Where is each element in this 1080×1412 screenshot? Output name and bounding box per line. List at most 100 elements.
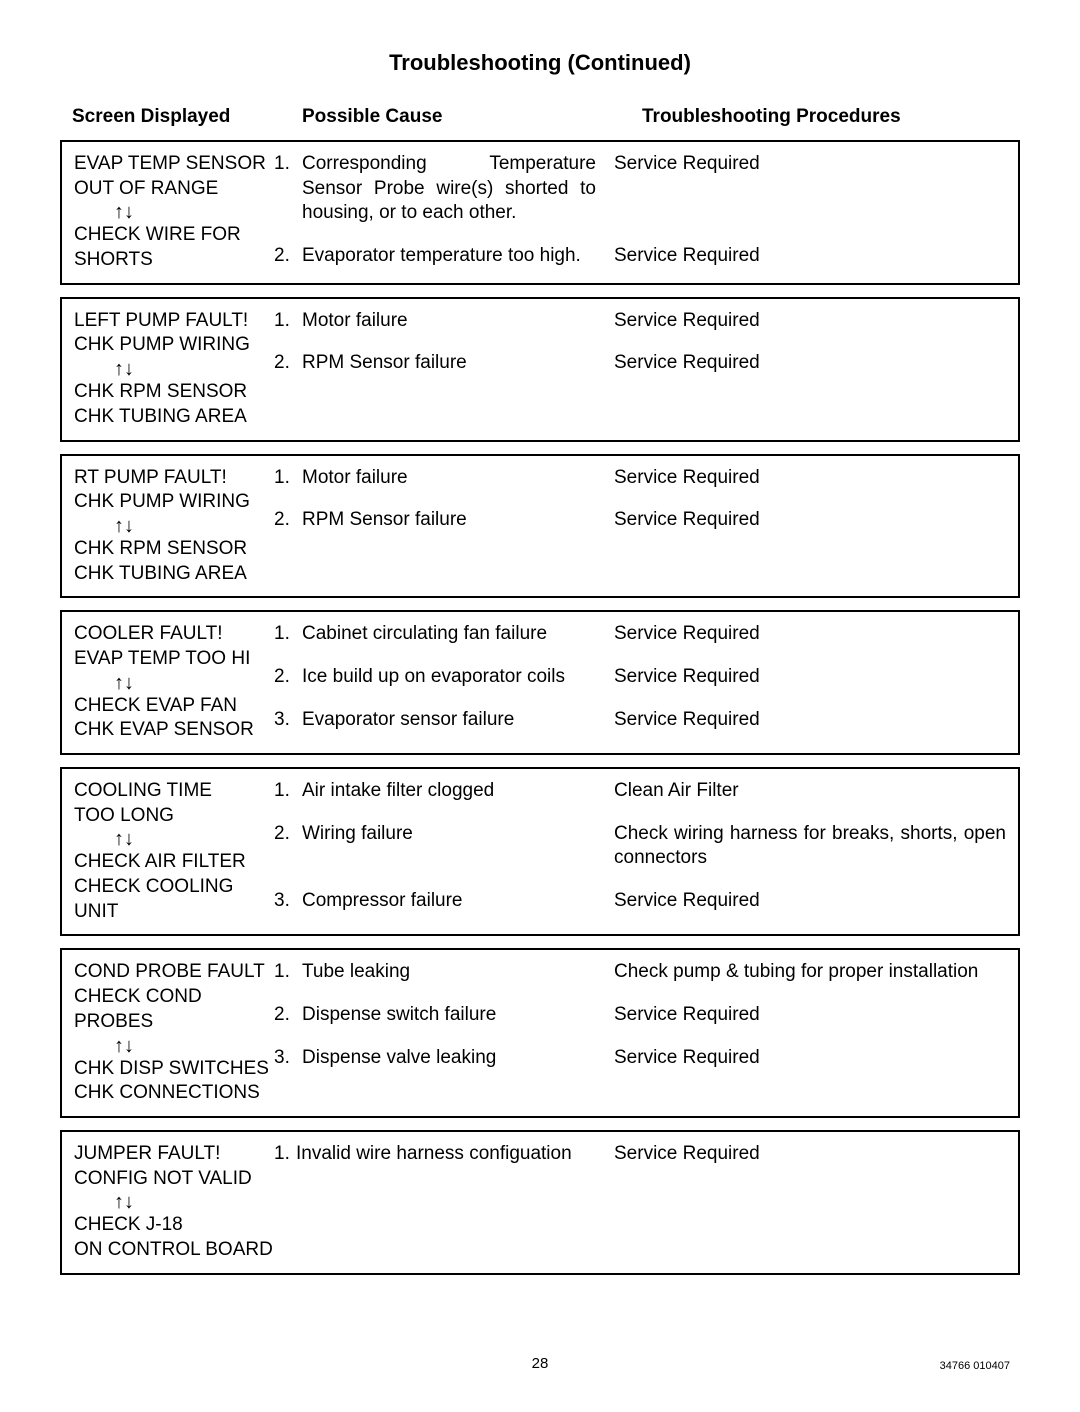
- cause-number: 2.: [274, 244, 302, 269]
- screen-line: CHECK AIR FILTER: [74, 850, 274, 875]
- procedure-text: Service Required: [614, 309, 1006, 334]
- table-row: 1.Cabinet circulating fan failureService…: [274, 622, 1006, 647]
- cause-text: Motor failure: [302, 309, 614, 334]
- procedure-text: Check pump & tubing for proper installat…: [614, 960, 1006, 985]
- up-down-arrows-icon: ↑↓: [74, 1035, 274, 1057]
- rows-column: 1.Motor failureService Required2.RPM Sen…: [274, 309, 1006, 430]
- possible-cause: 3.Compressor failure: [274, 889, 614, 914]
- screen-line: CHECK J-18: [74, 1213, 274, 1238]
- table-row: 1.Invalid wire harness configuationServi…: [274, 1142, 1006, 1167]
- rows-column: 1.Cabinet circulating fan failureService…: [274, 622, 1006, 743]
- blocks-container: EVAP TEMP SENSOROUT OF RANGE↑↓CHECK WIRE…: [60, 140, 1020, 1275]
- up-down-arrows-icon: ↑↓: [74, 358, 274, 380]
- cause-text: Ice build up on evaporator coils: [302, 665, 614, 690]
- troubleshooting-block: COOLER FAULT!EVAP TEMP TOO HI↑↓CHECK EVA…: [60, 610, 1020, 755]
- header-screen: Screen Displayed: [72, 106, 302, 128]
- screen-display: LEFT PUMP FAULT!CHK PUMP WIRING↑↓CHK RPM…: [74, 309, 274, 430]
- cause-number: 3.: [274, 708, 302, 733]
- screen-line: RT PUMP FAULT!: [74, 466, 274, 491]
- header-cause: Possible Cause: [302, 106, 642, 128]
- cause-text: Evaporator temperature too high.: [302, 244, 614, 269]
- table-row: 2.Evaporator temperature too high.Servic…: [274, 244, 1006, 269]
- screen-line: CHECK COND PROBES: [74, 985, 274, 1034]
- possible-cause: 1.Motor failure: [274, 309, 614, 334]
- table-row: 3.Dispense valve leakingService Required: [274, 1046, 1006, 1071]
- page-number: 28: [150, 1355, 930, 1372]
- screen-display: COND PROBE FAULTCHECK COND PROBES↑↓CHK D…: [74, 960, 274, 1105]
- header-proc: Troubleshooting Procedures: [642, 106, 1008, 128]
- cause-number: 2.: [274, 822, 302, 847]
- rows-column: 1.Invalid wire harness configuationServi…: [274, 1142, 1006, 1263]
- screen-line: COOLING TIME: [74, 779, 274, 804]
- troubleshooting-block: EVAP TEMP SENSOROUT OF RANGE↑↓CHECK WIRE…: [60, 140, 1020, 285]
- possible-cause: 1.Air intake filter clogged: [274, 779, 614, 804]
- cause-number: 1.: [274, 622, 302, 647]
- cause-text: Corresponding Temperature Sensor Probe w…: [302, 152, 614, 226]
- page-footer: 28 34766 010407: [60, 1355, 1020, 1372]
- possible-cause: 2.RPM Sensor failure: [274, 351, 614, 376]
- screen-display: COOLER FAULT!EVAP TEMP TOO HI↑↓CHECK EVA…: [74, 622, 274, 743]
- table-row: 2.RPM Sensor failureService Required: [274, 508, 1006, 533]
- table-row: 1.Motor failureService Required: [274, 309, 1006, 334]
- cause-text: RPM Sensor failure: [302, 351, 614, 376]
- screen-line: COOLER FAULT!: [74, 622, 274, 647]
- doc-id: 34766 010407: [930, 1360, 1010, 1372]
- up-down-arrows-icon: ↑↓: [74, 201, 274, 223]
- possible-cause: 1.Invalid wire harness configuation: [274, 1142, 614, 1167]
- rows-column: 1.Motor failureService Required2.RPM Sen…: [274, 466, 1006, 587]
- cause-number: 1.: [274, 960, 302, 985]
- cause-number: 2.: [274, 351, 302, 376]
- screen-line: TOO LONG: [74, 804, 274, 829]
- procedure-text: Service Required: [614, 508, 1006, 533]
- cause-number: 1.: [274, 466, 302, 491]
- page-title: Troubleshooting (Continued): [60, 50, 1020, 76]
- procedure-text: Service Required: [614, 351, 1006, 376]
- possible-cause: 1.Tube leaking: [274, 960, 614, 985]
- possible-cause: 1.Cabinet circulating fan failure: [274, 622, 614, 647]
- screen-line: CHECK WIRE FOR: [74, 223, 274, 248]
- screen-line: CHK CONNECTIONS: [74, 1081, 274, 1106]
- screen-line: ON CONTROL BOARD: [74, 1238, 274, 1263]
- column-headers: Screen Displayed Possible Cause Troubles…: [60, 106, 1020, 140]
- screen-line: CHK EVAP SENSOR: [74, 718, 274, 743]
- procedure-text: Service Required: [614, 665, 1006, 690]
- cause-number: 1.: [274, 309, 302, 334]
- cause-number: 1.: [274, 152, 302, 226]
- cause-number: 2.: [274, 665, 302, 690]
- cause-text: Wiring failure: [302, 822, 614, 847]
- rows-column: 1.Corresponding Temperature Sensor Probe…: [274, 152, 1006, 273]
- screen-line: CONFIG NOT VALID: [74, 1167, 274, 1192]
- procedure-text: Check wiring harness for breaks, shorts,…: [614, 822, 1006, 871]
- screen-line: SHORTS: [74, 248, 274, 273]
- possible-cause: 1.Motor failure: [274, 466, 614, 491]
- table-row: 2.Ice build up on evaporator coilsServic…: [274, 665, 1006, 690]
- up-down-arrows-icon: ↑↓: [74, 828, 274, 850]
- screen-line: CHECK EVAP FAN: [74, 694, 274, 719]
- possible-cause: 2.Ice build up on evaporator coils: [274, 665, 614, 690]
- cause-number: 2.: [274, 508, 302, 533]
- possible-cause: 3.Evaporator sensor failure: [274, 708, 614, 733]
- cause-text: Air intake filter clogged: [302, 779, 614, 804]
- screen-line: CHK TUBING AREA: [74, 405, 274, 430]
- up-down-arrows-icon: ↑↓: [74, 672, 274, 694]
- cause-number: 1.: [274, 1142, 296, 1167]
- possible-cause: 2.Evaporator temperature too high.: [274, 244, 614, 269]
- up-down-arrows-icon: ↑↓: [74, 1191, 274, 1213]
- cause-text: Invalid wire harness configuation: [296, 1142, 614, 1167]
- screen-line: JUMPER FAULT!: [74, 1142, 274, 1167]
- table-row: 2.RPM Sensor failureService Required: [274, 351, 1006, 376]
- procedure-text: Service Required: [614, 1142, 1006, 1167]
- cause-number: 3.: [274, 889, 302, 914]
- screen-line: CHK PUMP WIRING: [74, 490, 274, 515]
- procedure-text: Service Required: [614, 244, 1006, 269]
- screen-display: RT PUMP FAULT!CHK PUMP WIRING↑↓CHK RPM S…: [74, 466, 274, 587]
- procedure-text: Clean Air Filter: [614, 779, 1006, 804]
- table-row: 2.Dispense switch failureService Require…: [274, 1003, 1006, 1028]
- cause-text: Compressor failure: [302, 889, 614, 914]
- rows-column: 1.Air intake filter cloggedClean Air Fil…: [274, 779, 1006, 924]
- possible-cause: 1.Corresponding Temperature Sensor Probe…: [274, 152, 614, 226]
- screen-line: OUT OF RANGE: [74, 177, 274, 202]
- table-row: 1.Tube leakingCheck pump & tubing for pr…: [274, 960, 1006, 985]
- cause-text: Evaporator sensor failure: [302, 708, 614, 733]
- possible-cause: 2.Dispense switch failure: [274, 1003, 614, 1028]
